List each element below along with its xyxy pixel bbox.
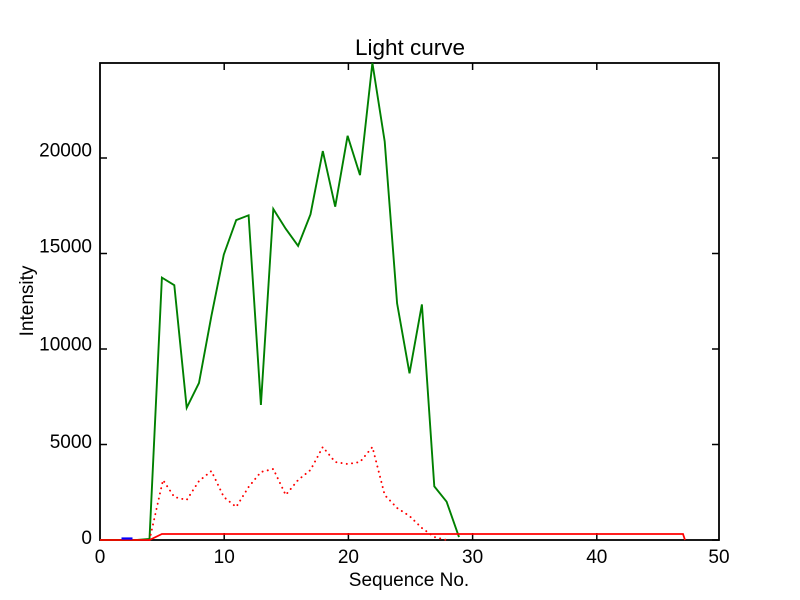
svg-text:5000: 5000 <box>50 432 92 453</box>
svg-text:0: 0 <box>81 528 92 549</box>
svg-text:10: 10 <box>214 547 235 568</box>
svg-text:10000: 10000 <box>39 335 92 356</box>
svg-text:15000: 15000 <box>39 237 92 258</box>
svg-text:40: 40 <box>586 547 607 568</box>
svg-text:20: 20 <box>338 547 359 568</box>
svg-text:Sequence No.: Sequence No. <box>349 570 469 591</box>
svg-text:0: 0 <box>95 547 106 568</box>
svg-text:Light curve: Light curve <box>355 35 465 60</box>
svg-text:20000: 20000 <box>39 141 92 162</box>
svg-text:Intensity: Intensity <box>17 265 38 336</box>
svg-text:50: 50 <box>708 547 729 568</box>
svg-text:30: 30 <box>462 547 483 568</box>
